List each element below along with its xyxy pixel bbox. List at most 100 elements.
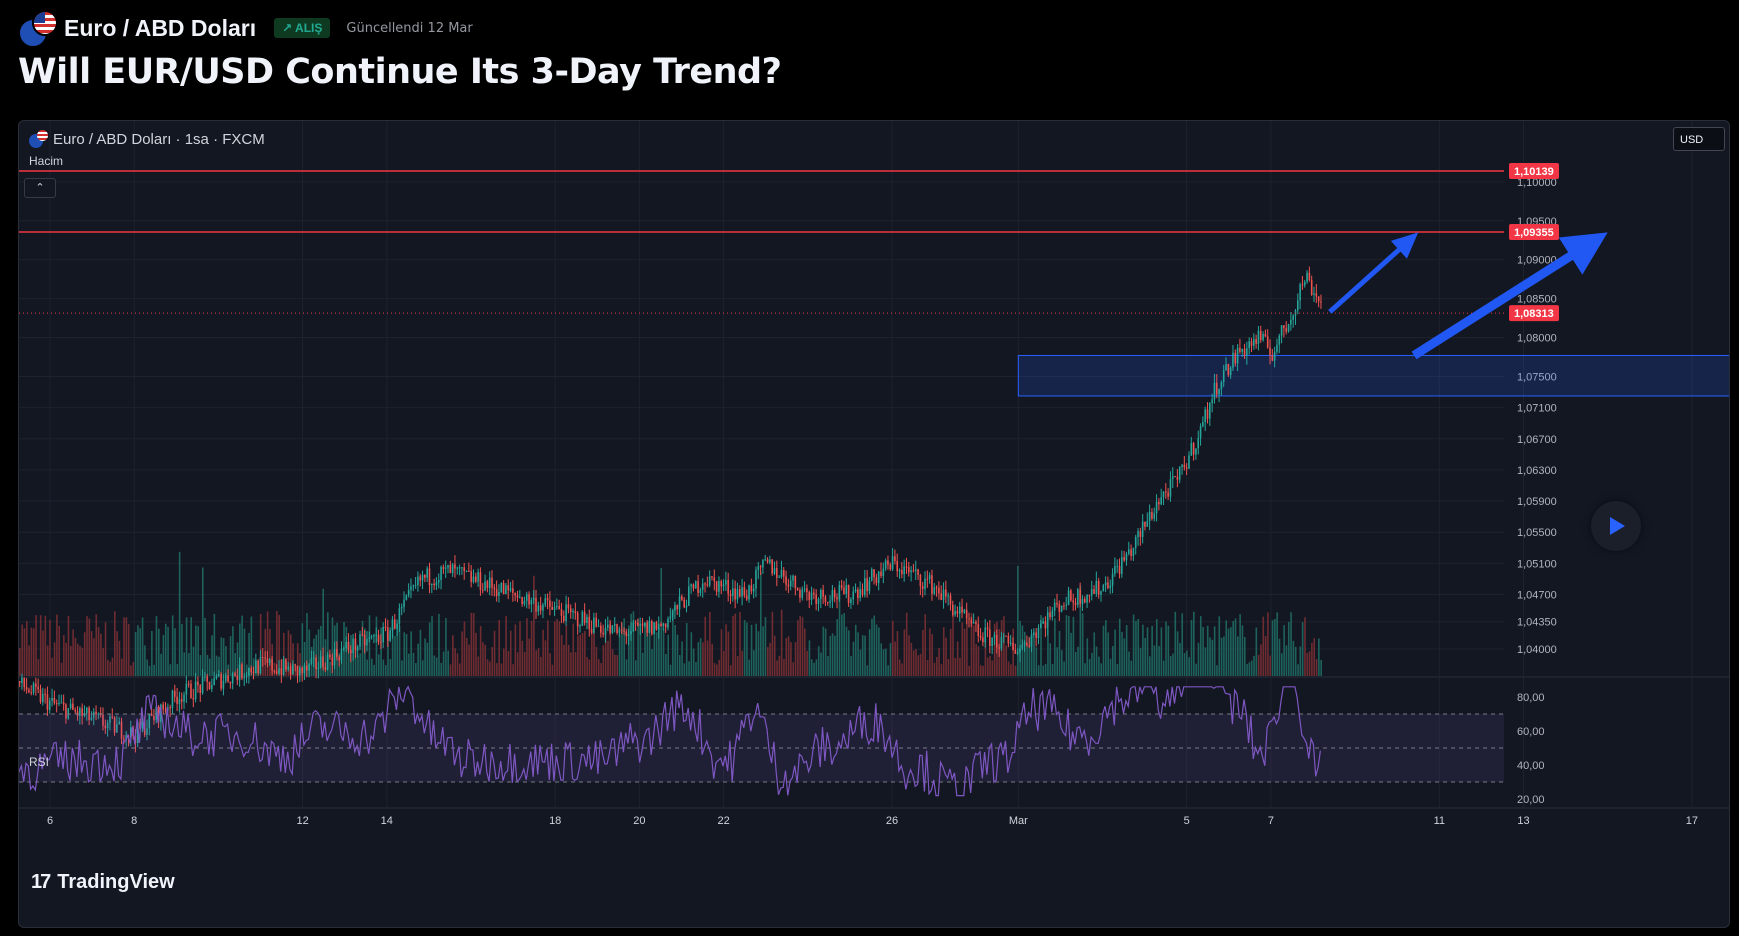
candle-body	[523, 600, 526, 605]
volume-bar	[509, 630, 512, 676]
candle-body	[762, 560, 764, 568]
volume-bar	[56, 614, 58, 676]
volume-bar	[648, 634, 651, 676]
volume-bar	[1139, 647, 1142, 676]
volume-bar	[1283, 625, 1285, 676]
volume-bar	[1227, 628, 1230, 676]
candle-body	[315, 657, 317, 670]
price-chart-svg[interactable]: 1,100001,095001,090001,085001,080001,075…	[19, 121, 1729, 927]
play-replay-button[interactable]	[1591, 501, 1641, 551]
volume-bar	[593, 630, 595, 676]
candle-body	[773, 568, 776, 574]
price-line-label: 1,09355	[1514, 227, 1554, 239]
candle-body	[921, 586, 924, 589]
volume-bar	[845, 626, 848, 676]
candle-body	[1227, 364, 1230, 376]
chart-panel[interactable]: 1,100001,095001,090001,085001,080001,075…	[18, 120, 1730, 928]
tradingview-wordmark: TradingView	[57, 871, 175, 893]
volume-bar	[229, 636, 232, 676]
volume-bar	[764, 617, 767, 676]
candle-body	[1141, 521, 1144, 537]
currency-selector[interactable]: USD	[1673, 127, 1725, 151]
candle-body	[590, 628, 593, 633]
volume-bar	[935, 656, 938, 676]
volume-bar	[139, 628, 142, 676]
volume-bar	[873, 615, 876, 676]
volume-bar	[1100, 663, 1102, 676]
candle-body	[129, 727, 132, 738]
volume-bar	[1091, 652, 1093, 676]
candle-body	[74, 709, 77, 712]
candle-body	[1243, 348, 1246, 356]
symbol-name-link[interactable]: Euro / ABD Doları	[64, 14, 257, 41]
candle-body	[308, 663, 310, 671]
volume-bar	[1269, 655, 1272, 676]
candle-body	[204, 676, 206, 678]
candle-body	[62, 702, 65, 705]
volume-bar	[419, 629, 422, 676]
candle-body	[919, 574, 922, 587]
candle-body	[491, 577, 493, 588]
volume-bar	[1264, 636, 1267, 676]
volume-bar	[1010, 664, 1012, 676]
candle-body	[560, 609, 563, 616]
volume-bar	[1086, 638, 1089, 676]
price-tick-label: 1,04000	[1517, 644, 1557, 656]
candle-body	[933, 587, 936, 594]
candle-body	[771, 559, 773, 574]
candle-body	[549, 600, 551, 608]
collapse-indicators-button[interactable]: ⌃	[24, 178, 56, 198]
candle-body	[1109, 585, 1112, 589]
volume-bar	[720, 629, 723, 676]
volume-bar	[148, 665, 151, 676]
candle-body	[352, 638, 354, 654]
volume-bar	[762, 626, 764, 676]
volume-bar	[702, 642, 704, 676]
volume-bar	[753, 650, 755, 676]
volume-bar	[732, 615, 734, 676]
volume-bar	[107, 659, 109, 676]
price-tick-label: 1,04350	[1517, 617, 1557, 629]
volume-bar	[1176, 631, 1179, 676]
candle-body	[1202, 421, 1204, 427]
candle-body	[451, 564, 454, 574]
candle-body	[864, 578, 866, 595]
volume-bar	[637, 618, 639, 676]
candle-body	[697, 581, 699, 593]
volume-bar	[250, 616, 253, 676]
tradingview-watermark: 17 TradingView	[31, 871, 175, 894]
volume-bar	[787, 636, 790, 676]
volume-bar	[676, 634, 679, 676]
volume-bar	[76, 643, 79, 676]
volume-bar	[134, 632, 137, 676]
volume-bar	[421, 660, 424, 676]
volume-bar	[1271, 620, 1274, 676]
candle-body	[699, 589, 702, 593]
candle-body	[1192, 443, 1195, 455]
volume-bar	[1197, 642, 1200, 676]
volume-bar	[743, 620, 746, 676]
candle-body	[1139, 531, 1142, 537]
volume-bar	[1044, 663, 1047, 676]
volume-bar	[357, 655, 359, 676]
volume-bar	[797, 620, 799, 676]
candle-body	[868, 580, 871, 592]
candle-body	[586, 616, 588, 624]
candle-body	[1211, 399, 1213, 404]
candle-body	[1067, 590, 1070, 605]
candle-body	[627, 634, 630, 637]
rsi-tick-label: 60,00	[1517, 726, 1545, 738]
candle-body	[301, 667, 303, 674]
candle-body	[220, 674, 222, 689]
candle-body	[748, 585, 750, 600]
candle-body	[1111, 573, 1114, 586]
volume-bar	[500, 663, 503, 676]
candle-body	[437, 579, 440, 583]
candle-body	[468, 570, 470, 572]
volume-bar	[222, 638, 225, 676]
candle-body	[655, 622, 658, 630]
volume-bar	[470, 612, 473, 676]
candle-body	[410, 586, 412, 591]
volume-bar	[560, 635, 563, 676]
volume-bar	[1121, 631, 1123, 676]
